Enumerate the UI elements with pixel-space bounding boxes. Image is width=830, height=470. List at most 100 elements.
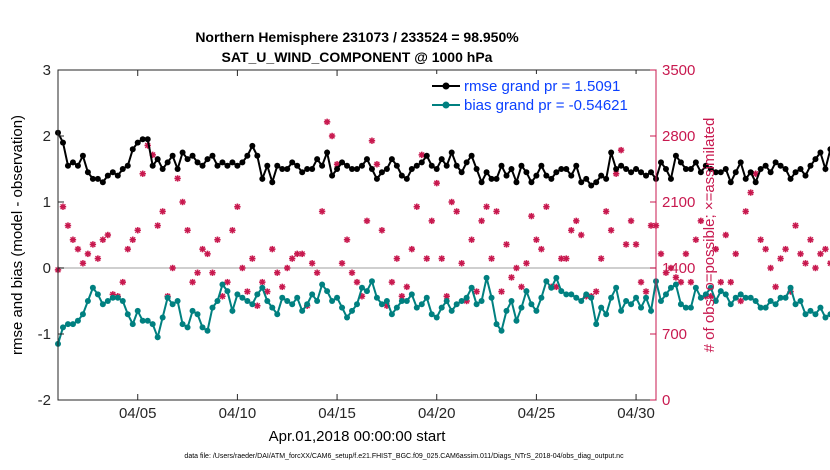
rmse-marker [139,136,146,143]
rmse-marker [518,162,525,169]
obs-marker [308,260,316,267]
rmse-marker [682,166,689,172]
obs-marker [438,255,445,262]
rmse-marker [747,169,754,176]
bias-marker [134,307,141,314]
x-tick-label: 04/10 [219,405,257,422]
bias-marker [807,307,814,314]
obs-marker [807,236,814,243]
bias-marker [169,301,176,308]
bias-marker [339,304,346,311]
chart-subtitle: SAT_U_WIND_COMPONENT @ 1000 hPa [222,49,493,65]
obs-marker [597,255,605,262]
obs-marker [378,227,386,234]
rmse-marker [588,182,595,189]
obs-marker [632,241,640,248]
rmse-marker [732,169,739,176]
bias-marker [69,321,76,328]
rmse-marker [483,169,490,176]
obs-marker [204,250,211,258]
rmse-marker [608,149,615,156]
obs-marker [687,278,695,286]
rmse-marker [438,156,445,163]
rmse-marker [279,166,286,172]
bias-marker [603,311,610,318]
rmse-marker [344,162,351,169]
obs-marker [154,222,161,229]
bias-marker [533,307,540,314]
rmse-marker [239,159,246,166]
bias-marker [224,288,231,295]
left-tick-label: -1 [38,326,51,343]
rmse-marker [199,162,206,169]
rmse-marker [792,169,799,176]
bias-marker [712,298,719,304]
obs-marker [488,255,495,262]
bias-marker [423,294,430,301]
bias-marker [274,311,281,318]
bias-marker [264,298,271,304]
obs-marker [64,222,72,229]
bias-marker [687,304,694,311]
obs-marker [662,269,670,276]
bias-marker [249,301,256,308]
obs-marker [234,203,241,210]
bias-marker [433,314,440,321]
obs-marker [637,278,645,286]
rmse-marker [672,152,679,159]
obs-marker [642,288,650,295]
obs-marker [119,278,126,286]
obs-marker [393,255,401,262]
obs-marker [518,283,525,291]
bias-marker [508,298,515,304]
bias-marker [827,311,830,318]
rmse-marker [393,162,400,169]
obs-marker [284,264,291,272]
rmse-marker [119,166,126,172]
right-tick-label: 3500 [662,62,695,79]
obs-marker [622,241,630,248]
bias-marker [717,288,724,295]
x-tick-label: 04/30 [617,405,655,422]
obs-marker [767,264,774,272]
bias-marker [94,291,101,298]
bias-marker [314,298,321,304]
bias-marker [279,294,286,301]
rmse-marker [573,162,580,169]
legend-marker [442,82,450,90]
left-axis-ticks: -2 -1 0 1 2 3 [38,62,64,409]
obs-marker [762,245,769,253]
bias-marker [59,324,66,331]
obs-marker [573,217,580,225]
bias-marker [74,317,81,324]
obs-marker [563,255,570,262]
right-axis-label: # of obs: o=possible; ×=assimilated [701,118,718,353]
bias-marker [543,278,550,285]
bias-marker [184,324,191,331]
obs-marker [593,288,600,295]
obs-marker [209,269,216,276]
obs-marker [214,236,221,243]
obs-marker [104,231,112,239]
rmse-marker [667,175,674,182]
obs-marker [368,137,376,144]
rmse-marker [782,166,789,172]
obs-marker [553,283,560,291]
rmse-marker [578,179,585,186]
obs-marker [822,245,829,253]
legend-label: bias grand pr = -0.54621 [464,97,628,114]
bias-marker [707,284,714,291]
rmse-marker [418,159,425,166]
rmse-marker [563,166,570,172]
rmse-marker [144,136,151,143]
obs-marker [538,245,545,253]
rmse-marker [164,159,171,166]
bias-marker [289,301,296,308]
obs-marker [89,241,97,248]
bias-marker [568,291,575,298]
rmse-marker [767,169,774,176]
bias-marker [398,298,405,304]
obs-marker [179,198,186,206]
rmse-marker [598,172,605,179]
bias-marker [767,298,774,304]
